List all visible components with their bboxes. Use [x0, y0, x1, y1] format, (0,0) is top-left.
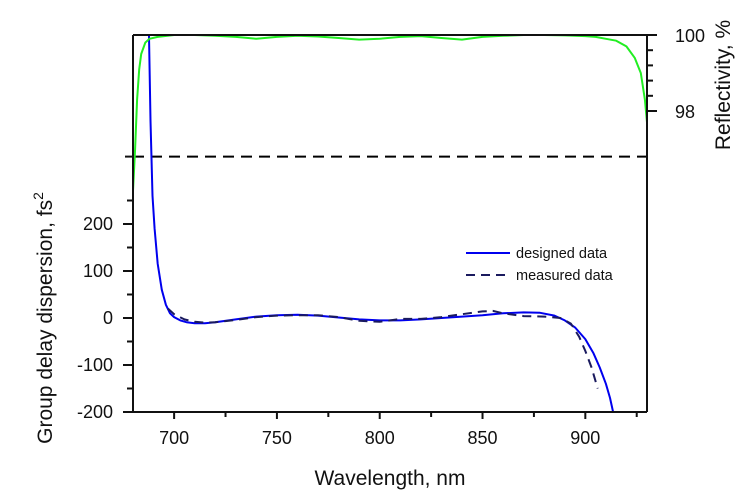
y-tick-label: 200: [83, 214, 113, 234]
y-axis-title-superscript: 2: [30, 192, 46, 200]
legend-label-designed: designed data: [516, 246, 608, 262]
y2-axis-title-group: Reflectivity, %: [712, 20, 735, 150]
y-tick-label: -200: [77, 402, 113, 422]
y-axis-title: Group delay dispersion, fs2: [30, 192, 57, 444]
legend-label-measured: measured data: [516, 268, 614, 284]
x-axis-title: Wavelength, nm: [315, 467, 466, 490]
x-tick-label: 800: [365, 428, 395, 448]
y-axis-title-text: Group delay dispersion, fs: [34, 200, 57, 444]
y-tick-label: 100: [83, 261, 113, 281]
y2-tick-label: 100: [675, 26, 705, 46]
x-tick-label: 700: [159, 428, 189, 448]
y-tick-label: -100: [77, 355, 113, 375]
y-tick-label: 0: [103, 308, 113, 328]
series-layer: [132, 34, 648, 413]
legend: designed data measured data: [466, 246, 614, 284]
axes-layer: [123, 34, 648, 413]
series-line-measured-data: [167, 307, 599, 389]
x-tick-label: 850: [467, 428, 497, 448]
x-tick-label: 900: [570, 428, 600, 448]
x-tick-label: 750: [262, 428, 292, 448]
y2-axis-title: Reflectivity, %: [712, 20, 735, 150]
series-line-designed-data: [148, 35, 615, 413]
y-axis-title-group: Group delay dispersion, fs2: [30, 192, 57, 444]
series-line-reflectivity: [132, 34, 648, 191]
y2-tick-label: 98: [675, 102, 695, 122]
ticks-layer: 700 750 800 850 900 -200 -100 0 100 200 98 100: [77, 26, 705, 448]
